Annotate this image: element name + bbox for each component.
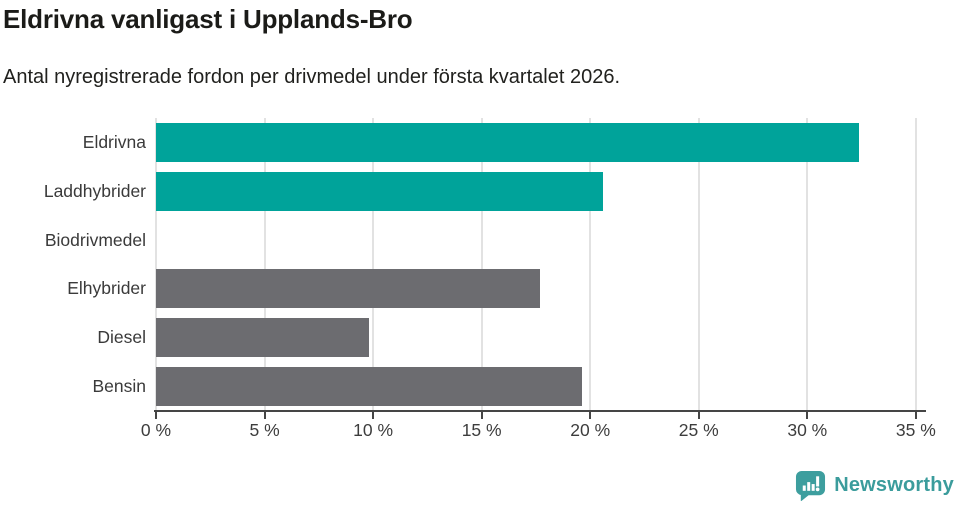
chart-subtitle: Antal nyregistrerade fordon per drivmede…	[3, 66, 621, 88]
gridline	[589, 118, 592, 411]
category-label: Eldrivna	[82, 131, 146, 152]
chart-title: Eldrivna vanligast i Upplands-Bro	[3, 4, 413, 34]
bar-diesel	[156, 318, 369, 358]
category-label: Diesel	[97, 327, 146, 348]
axis-tick	[806, 412, 809, 419]
bar-elhybrider	[156, 269, 541, 309]
axis-tick-label: 20 %	[570, 420, 611, 440]
axis-tick	[914, 412, 917, 419]
axis-tick-label: 0 %	[140, 420, 172, 440]
axis-tick	[155, 412, 157, 419]
axis-tick-label: 25 %	[678, 420, 719, 440]
plot-area	[155, 118, 924, 411]
x-axis-tick-labels: 0 % 5 % 10 % 15 % 20 % 25 % 30 % 35 %	[141, 420, 936, 444]
gridline	[372, 118, 375, 411]
axis-tick-label: 10 %	[353, 420, 394, 440]
axis-tick	[263, 412, 266, 419]
category-label: Laddhybrider	[43, 180, 146, 201]
category-axis: Eldrivna Laddhybrider Biodrivmedel Elhybrid…	[0, 118, 146, 411]
brand-name: Newsworthy	[834, 474, 954, 496]
bar-eldrivna	[156, 122, 860, 162]
gridline	[480, 118, 483, 411]
axis-tick-label: 35 %	[895, 420, 936, 440]
x-axis-ticks	[155, 412, 924, 420]
gridline	[263, 118, 266, 411]
category-label: Biodrivmedel	[44, 229, 146, 250]
axis-tick-label: 5 %	[249, 420, 280, 440]
category-label: Elhybrider	[67, 278, 146, 299]
brand-footer: Newsworthy	[795, 470, 954, 501]
axis-tick	[697, 412, 700, 419]
category-label: Bensin	[92, 376, 146, 397]
axis-tick	[589, 412, 592, 419]
axis-tick	[480, 412, 483, 419]
gridline	[806, 118, 809, 411]
gridline	[697, 118, 700, 411]
gridline	[914, 118, 917, 411]
x-axis-line	[154, 410, 926, 412]
newsworthy-logo-icon	[796, 470, 826, 501]
axis-tick-label: 30 %	[787, 420, 828, 440]
bar-bensin	[156, 367, 582, 407]
axis-tick-label: 15 %	[461, 420, 502, 440]
axis-tick	[372, 412, 375, 419]
gridline	[155, 118, 157, 411]
bar-laddhybrider	[156, 171, 604, 211]
